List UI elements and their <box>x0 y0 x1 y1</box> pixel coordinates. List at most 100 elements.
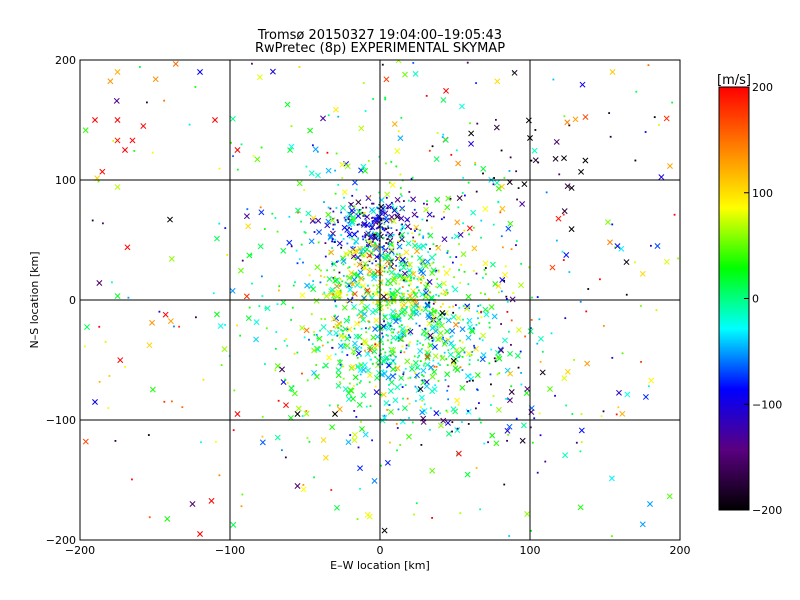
data-point-cross <box>519 200 526 207</box>
data-point-dot <box>400 229 403 232</box>
data-point-cross <box>491 313 498 320</box>
data-point-dot <box>390 328 393 330</box>
data-point-cross <box>329 424 336 431</box>
data-point-cross <box>84 324 90 331</box>
data-point-dot <box>348 319 351 322</box>
data-point-dot <box>331 339 334 341</box>
data-point-dot <box>406 397 409 400</box>
data-point-dot <box>348 382 351 385</box>
data-point-dot <box>507 398 510 400</box>
data-point-dot <box>400 195 403 197</box>
data-point-dot <box>416 309 419 312</box>
data-point-dot <box>408 279 411 282</box>
data-point-dot <box>111 281 113 284</box>
data-point-cross <box>495 185 502 192</box>
data-point-dot <box>419 406 422 409</box>
data-point-dot <box>306 379 309 382</box>
data-point-dot <box>510 319 513 322</box>
data-point-cross <box>335 382 342 389</box>
data-point-cross <box>466 317 473 324</box>
data-point-dot <box>147 434 150 436</box>
data-point-dot <box>377 363 380 366</box>
data-point-cross <box>405 433 412 440</box>
data-point-cross <box>358 125 365 132</box>
data-point-cross <box>361 311 368 318</box>
data-point-dot <box>428 304 431 306</box>
data-point-cross <box>162 311 169 318</box>
data-point-dot <box>339 381 341 384</box>
data-point-dot <box>361 235 364 238</box>
data-point-dot <box>406 219 409 222</box>
data-point-dot <box>399 187 402 189</box>
data-point-cross <box>647 501 653 507</box>
data-point-dot <box>326 151 329 154</box>
data-point-dot <box>295 249 298 252</box>
data-point-dot <box>218 167 221 170</box>
data-point-dot <box>530 529 532 532</box>
data-point-dot <box>432 359 435 362</box>
data-point-dot <box>376 303 379 306</box>
data-point-cross <box>423 289 430 296</box>
data-point-cross <box>471 245 478 252</box>
data-point-dot <box>354 257 357 260</box>
data-point-cross <box>459 384 466 391</box>
data-point-cross <box>450 357 457 364</box>
data-point-dot <box>565 404 568 407</box>
data-point-dot <box>409 327 411 330</box>
data-point-dot <box>383 266 386 269</box>
data-point-dot <box>380 281 383 284</box>
data-point-cross <box>371 275 377 282</box>
data-point-cross <box>331 261 338 267</box>
data-point-cross <box>387 280 394 287</box>
data-point-dot <box>428 301 430 304</box>
data-point-dot <box>647 385 650 388</box>
data-point-cross <box>406 267 413 274</box>
data-point-dot <box>347 315 350 318</box>
data-point-cross <box>391 121 398 127</box>
data-point-dot <box>348 347 351 350</box>
data-point-cross <box>483 311 490 318</box>
data-point-cross <box>313 297 320 304</box>
data-point-dot <box>194 86 197 88</box>
data-point-cross <box>372 307 379 314</box>
data-point-cross <box>443 87 450 94</box>
data-point-dot <box>506 310 509 313</box>
data-point-cross <box>387 231 394 238</box>
data-point-cross <box>525 117 532 124</box>
data-point-dot <box>339 278 342 280</box>
data-point-cross <box>99 168 106 175</box>
data-point-dot <box>404 308 407 311</box>
data-point-dot <box>530 159 533 162</box>
data-point-dot <box>358 223 361 226</box>
data-point-cross <box>349 207 355 214</box>
data-point-dot <box>360 346 363 349</box>
data-point-cross <box>326 276 333 282</box>
data-point-dot <box>352 346 355 349</box>
data-point-dot <box>367 284 369 287</box>
data-point-dot <box>358 279 361 282</box>
data-point-cross <box>508 389 515 395</box>
data-point-dot <box>356 237 359 240</box>
data-point-cross <box>428 295 435 302</box>
data-point-cross <box>440 417 447 424</box>
data-point-dot <box>494 118 497 121</box>
data-point-cross <box>433 410 440 417</box>
data-point-dot <box>351 238 354 241</box>
data-point-dot <box>413 513 415 516</box>
data-point-cross <box>287 147 294 154</box>
data-point-cross <box>410 196 417 203</box>
data-point-dot <box>341 351 344 353</box>
data-point-dot <box>324 318 326 321</box>
data-point-dot <box>320 269 322 272</box>
data-point-cross <box>432 353 439 360</box>
data-point-cross <box>442 136 449 143</box>
data-point-cross <box>333 289 340 296</box>
data-point-cross <box>402 71 408 78</box>
data-point-dot <box>500 149 503 152</box>
data-point-cross <box>358 248 365 255</box>
data-point-dot <box>360 420 362 423</box>
data-point-dot <box>443 351 446 354</box>
data-point-dot <box>285 338 288 340</box>
data-point-dot <box>409 333 412 336</box>
data-point-cross <box>353 333 360 340</box>
